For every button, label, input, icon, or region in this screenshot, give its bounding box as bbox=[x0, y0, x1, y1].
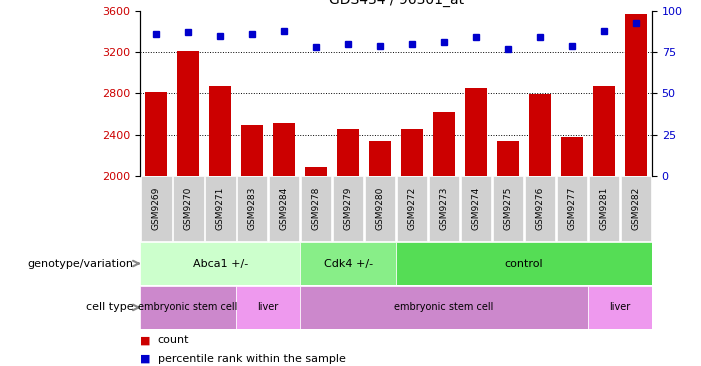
FancyBboxPatch shape bbox=[396, 242, 652, 285]
Text: count: count bbox=[158, 335, 189, 346]
Bar bbox=[369, 141, 391, 366]
FancyBboxPatch shape bbox=[140, 242, 300, 285]
Bar bbox=[433, 112, 455, 366]
Text: embryonic stem cell: embryonic stem cell bbox=[395, 302, 494, 313]
FancyBboxPatch shape bbox=[141, 176, 172, 241]
Bar bbox=[337, 129, 360, 366]
FancyBboxPatch shape bbox=[365, 176, 395, 241]
FancyBboxPatch shape bbox=[268, 176, 299, 241]
Text: liver: liver bbox=[257, 302, 279, 313]
FancyBboxPatch shape bbox=[333, 176, 363, 241]
FancyBboxPatch shape bbox=[300, 242, 396, 285]
Text: control: control bbox=[505, 258, 543, 269]
Bar bbox=[273, 123, 295, 366]
FancyBboxPatch shape bbox=[301, 176, 332, 241]
FancyBboxPatch shape bbox=[205, 176, 236, 241]
Text: GSM9271: GSM9271 bbox=[216, 187, 224, 230]
FancyBboxPatch shape bbox=[237, 176, 268, 241]
Bar bbox=[561, 137, 583, 366]
Text: percentile rank within the sample: percentile rank within the sample bbox=[158, 354, 346, 364]
Bar bbox=[401, 129, 423, 366]
Text: GDS434 / 96301_at: GDS434 / 96301_at bbox=[329, 0, 463, 7]
Text: GSM9276: GSM9276 bbox=[536, 187, 545, 230]
FancyBboxPatch shape bbox=[620, 176, 651, 241]
Text: ■: ■ bbox=[140, 335, 151, 346]
FancyBboxPatch shape bbox=[300, 286, 588, 329]
Bar bbox=[625, 14, 647, 366]
Text: cell type: cell type bbox=[86, 302, 133, 313]
FancyBboxPatch shape bbox=[140, 286, 236, 329]
Text: GSM9283: GSM9283 bbox=[247, 187, 257, 230]
Text: genotype/variation: genotype/variation bbox=[27, 258, 133, 269]
Bar bbox=[593, 86, 615, 366]
Text: embryonic stem cell: embryonic stem cell bbox=[139, 302, 238, 313]
Text: GSM9270: GSM9270 bbox=[184, 187, 193, 230]
Text: GSM9282: GSM9282 bbox=[632, 187, 641, 230]
FancyBboxPatch shape bbox=[524, 176, 555, 241]
Text: GSM9269: GSM9269 bbox=[151, 187, 161, 230]
Text: GSM9279: GSM9279 bbox=[343, 187, 353, 230]
Text: Cdk4 +/-: Cdk4 +/- bbox=[324, 258, 373, 269]
FancyBboxPatch shape bbox=[397, 176, 428, 241]
Text: GSM9273: GSM9273 bbox=[440, 187, 449, 230]
Text: GSM9280: GSM9280 bbox=[376, 187, 385, 230]
Bar bbox=[177, 51, 199, 366]
Bar bbox=[241, 125, 264, 366]
FancyBboxPatch shape bbox=[588, 286, 652, 329]
Bar bbox=[209, 86, 231, 366]
FancyBboxPatch shape bbox=[236, 286, 300, 329]
FancyBboxPatch shape bbox=[429, 176, 459, 241]
FancyBboxPatch shape bbox=[493, 176, 524, 241]
Text: GSM9278: GSM9278 bbox=[312, 187, 320, 230]
Bar bbox=[145, 92, 168, 366]
Bar bbox=[497, 141, 519, 366]
Bar bbox=[465, 88, 487, 366]
FancyBboxPatch shape bbox=[589, 176, 619, 241]
Bar bbox=[529, 94, 551, 366]
Text: GSM9281: GSM9281 bbox=[599, 187, 608, 230]
Text: Abca1 +/-: Abca1 +/- bbox=[193, 258, 247, 269]
Text: GSM9277: GSM9277 bbox=[568, 187, 576, 230]
Text: GSM9274: GSM9274 bbox=[472, 187, 480, 230]
Text: GSM9275: GSM9275 bbox=[503, 187, 512, 230]
Text: liver: liver bbox=[609, 302, 631, 313]
Text: ■: ■ bbox=[140, 354, 151, 364]
Text: GSM9272: GSM9272 bbox=[407, 187, 416, 230]
FancyBboxPatch shape bbox=[173, 176, 203, 241]
Bar bbox=[305, 168, 327, 366]
FancyBboxPatch shape bbox=[461, 176, 491, 241]
Text: GSM9284: GSM9284 bbox=[280, 187, 289, 230]
FancyBboxPatch shape bbox=[557, 176, 587, 241]
